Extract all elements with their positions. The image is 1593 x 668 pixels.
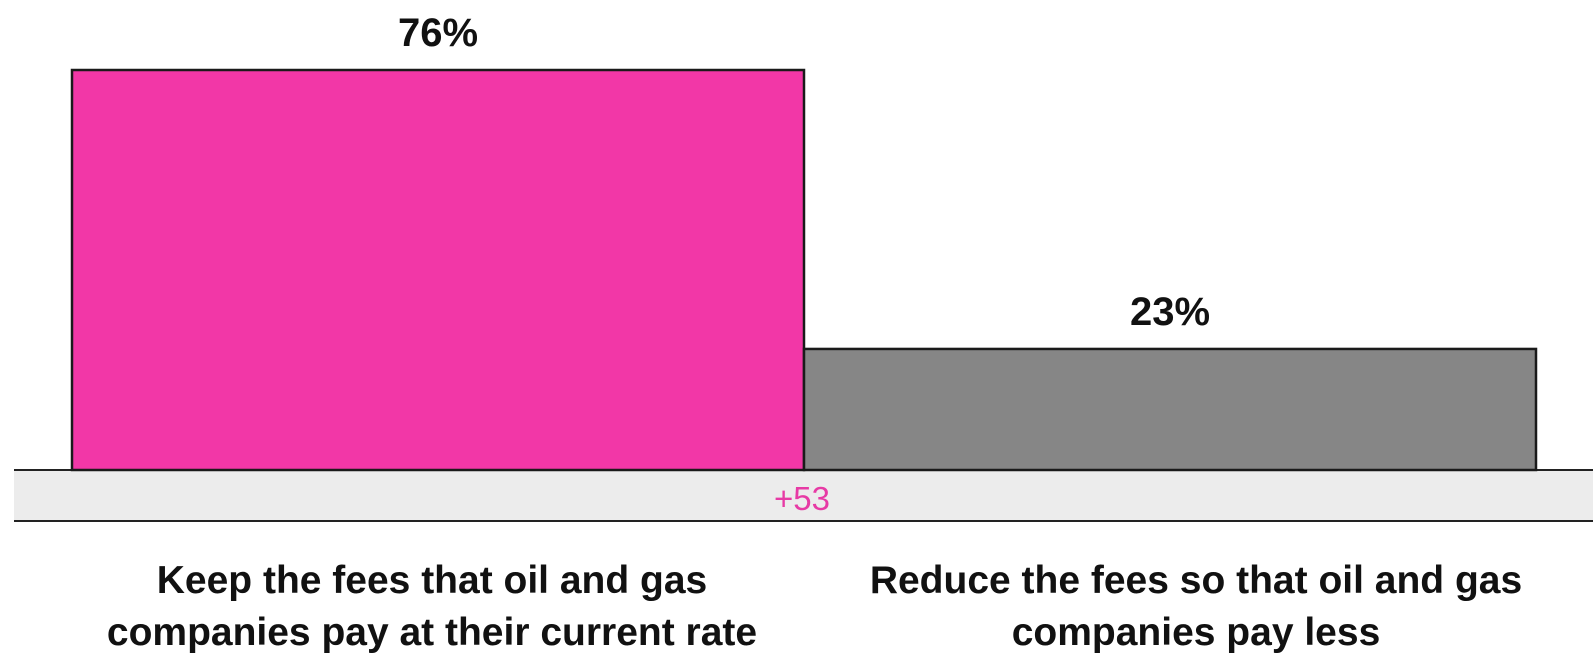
bars-group — [70, 68, 1538, 472]
data-label-keep-fees: 76% — [398, 11, 478, 55]
data-label-reduce-fees: 23% — [1130, 290, 1210, 334]
bar-keep-fees — [70, 68, 806, 472]
data-labels-group: 76% 23% — [398, 11, 1210, 334]
category-label-keep-fees: Keep the fees that oil and gas companies… — [106, 559, 758, 654]
margin-label: +53 — [774, 480, 830, 517]
category-label-reduce-fees: Reduce the fees so that oil and gas comp… — [869, 559, 1523, 654]
bar-reduce-fees — [802, 347, 1538, 472]
margin-band — [14, 470, 1593, 521]
